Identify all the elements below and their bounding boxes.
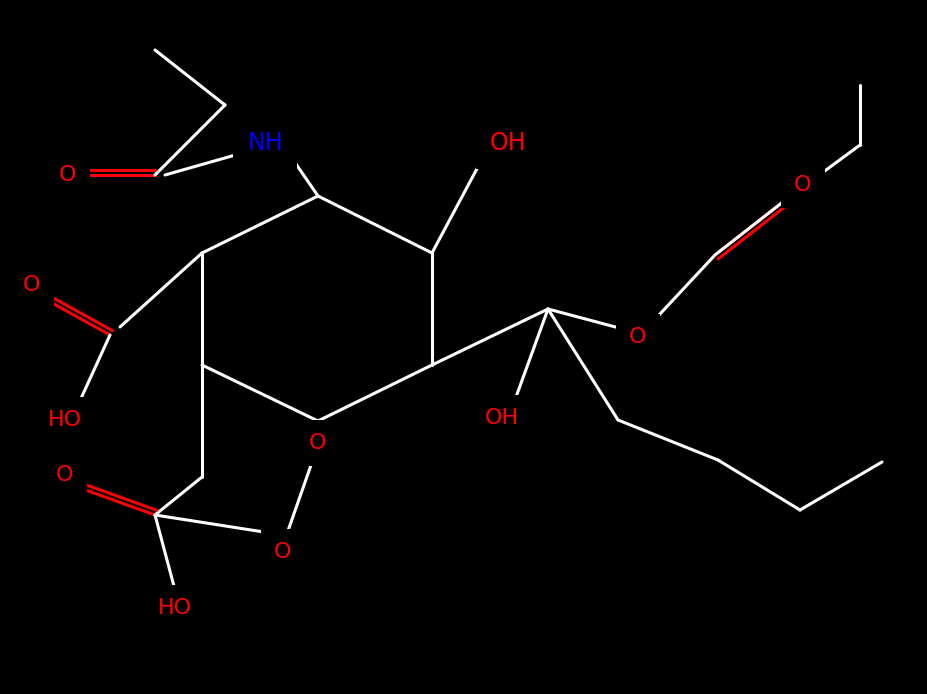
Text: OH: OH xyxy=(489,131,526,155)
Text: NH: NH xyxy=(247,131,283,155)
Text: HO: HO xyxy=(48,410,82,430)
Text: O: O xyxy=(57,465,73,485)
Text: O: O xyxy=(23,275,41,295)
Text: O: O xyxy=(629,327,646,347)
Text: O: O xyxy=(59,165,77,185)
Text: OH: OH xyxy=(485,408,518,428)
Text: O: O xyxy=(274,542,291,562)
Text: HO: HO xyxy=(158,598,192,618)
Text: O: O xyxy=(794,175,811,195)
Text: O: O xyxy=(309,433,326,453)
